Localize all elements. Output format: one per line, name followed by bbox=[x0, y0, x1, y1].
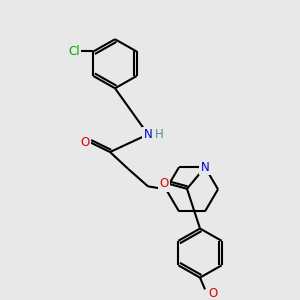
Text: O: O bbox=[159, 177, 169, 190]
Text: N: N bbox=[201, 161, 209, 174]
Text: N: N bbox=[144, 128, 152, 141]
Text: O: O bbox=[80, 136, 90, 149]
Text: Cl: Cl bbox=[68, 45, 80, 58]
Text: O: O bbox=[208, 287, 217, 300]
Text: H: H bbox=[154, 128, 164, 141]
